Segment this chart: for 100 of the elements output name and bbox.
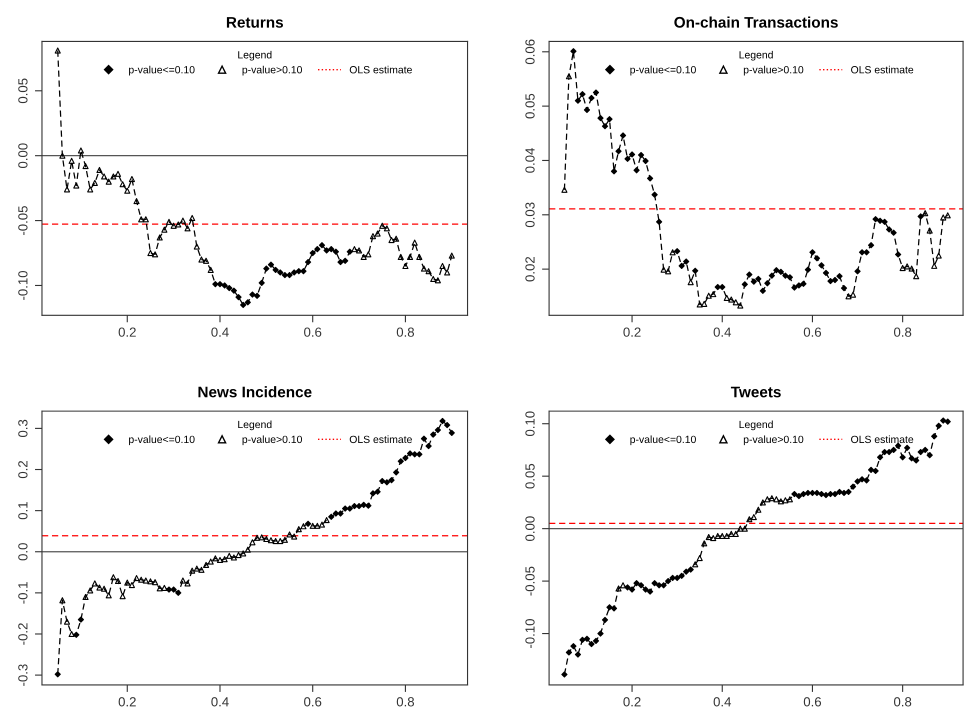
legend-label: OLS estimate (851, 66, 914, 74)
point (584, 106, 590, 114)
point (110, 574, 116, 580)
chart-title: News Incidence (198, 386, 312, 398)
y-tick-label: -0.1 (18, 582, 28, 604)
point (235, 294, 242, 300)
point (328, 514, 334, 520)
point (724, 294, 730, 301)
x-tick-label: 0.4 (714, 697, 732, 706)
point (606, 116, 613, 122)
point (332, 510, 339, 517)
legend-label: p-value<=0.10 (630, 435, 696, 446)
y-tick-label: 0.02 (525, 256, 535, 282)
point (240, 550, 246, 556)
point (342, 505, 348, 512)
point (203, 562, 210, 568)
point (161, 584, 168, 591)
legend-title: Legend (238, 420, 272, 430)
point (566, 73, 572, 80)
point (872, 216, 879, 222)
point (444, 422, 450, 428)
point (365, 251, 372, 258)
point (300, 268, 307, 274)
point (602, 123, 608, 130)
point (768, 495, 775, 502)
point (944, 212, 951, 218)
point (561, 186, 568, 193)
point (448, 252, 455, 259)
point (750, 514, 757, 520)
point (701, 540, 708, 546)
point (628, 151, 636, 158)
point (54, 48, 61, 54)
point (696, 554, 703, 562)
point (886, 226, 892, 233)
point (142, 216, 149, 222)
legend-title: Legend (238, 50, 272, 61)
y-tick-label: -0.2 (18, 623, 28, 645)
point (304, 258, 312, 266)
point (351, 246, 358, 252)
point (398, 254, 404, 260)
point (678, 262, 685, 269)
point (244, 546, 251, 553)
point (138, 576, 144, 583)
point (64, 186, 70, 192)
point (393, 469, 400, 476)
point (73, 182, 80, 189)
point (370, 490, 376, 496)
point (592, 89, 600, 96)
point (180, 577, 186, 584)
point (87, 186, 94, 192)
point (138, 216, 144, 222)
point (890, 230, 897, 236)
point (208, 558, 214, 565)
point (114, 578, 122, 584)
point (760, 499, 766, 506)
point (263, 265, 270, 272)
point (73, 632, 80, 638)
point (198, 256, 205, 263)
legend-label: OLS estimate (851, 435, 914, 444)
point (822, 270, 830, 276)
point (216, 556, 224, 564)
x-tick-label: 0.2 (623, 697, 641, 706)
point (346, 505, 353, 512)
point (133, 198, 140, 204)
point (665, 268, 672, 274)
y-tick-label: 0.06 (525, 40, 535, 64)
point (692, 268, 698, 274)
point (268, 262, 274, 268)
point (272, 266, 279, 273)
point (714, 532, 721, 540)
point (430, 276, 436, 282)
point (742, 281, 748, 288)
point (337, 510, 344, 517)
point (101, 173, 108, 180)
point (379, 222, 386, 229)
point (180, 218, 186, 224)
point (59, 152, 66, 159)
point (198, 566, 205, 573)
point (304, 520, 312, 527)
point (222, 556, 228, 562)
point (574, 98, 582, 104)
y-tick-label: 0.00 (18, 143, 28, 168)
point (156, 234, 163, 240)
y-tick-label: -0.10 (18, 270, 28, 300)
point (434, 277, 441, 284)
point (714, 284, 721, 290)
legend-label: p-value<=0.10 (129, 435, 195, 446)
point (760, 288, 766, 294)
point (732, 530, 739, 537)
point (114, 170, 122, 177)
x-tick-label: 0.2 (118, 327, 136, 337)
point (184, 225, 191, 232)
point (786, 274, 794, 280)
point (402, 262, 408, 270)
point (737, 302, 744, 309)
point (249, 539, 256, 546)
point (814, 255, 820, 262)
point (120, 181, 126, 188)
point (755, 506, 762, 513)
x-tick-label: 0.6 (804, 327, 822, 337)
